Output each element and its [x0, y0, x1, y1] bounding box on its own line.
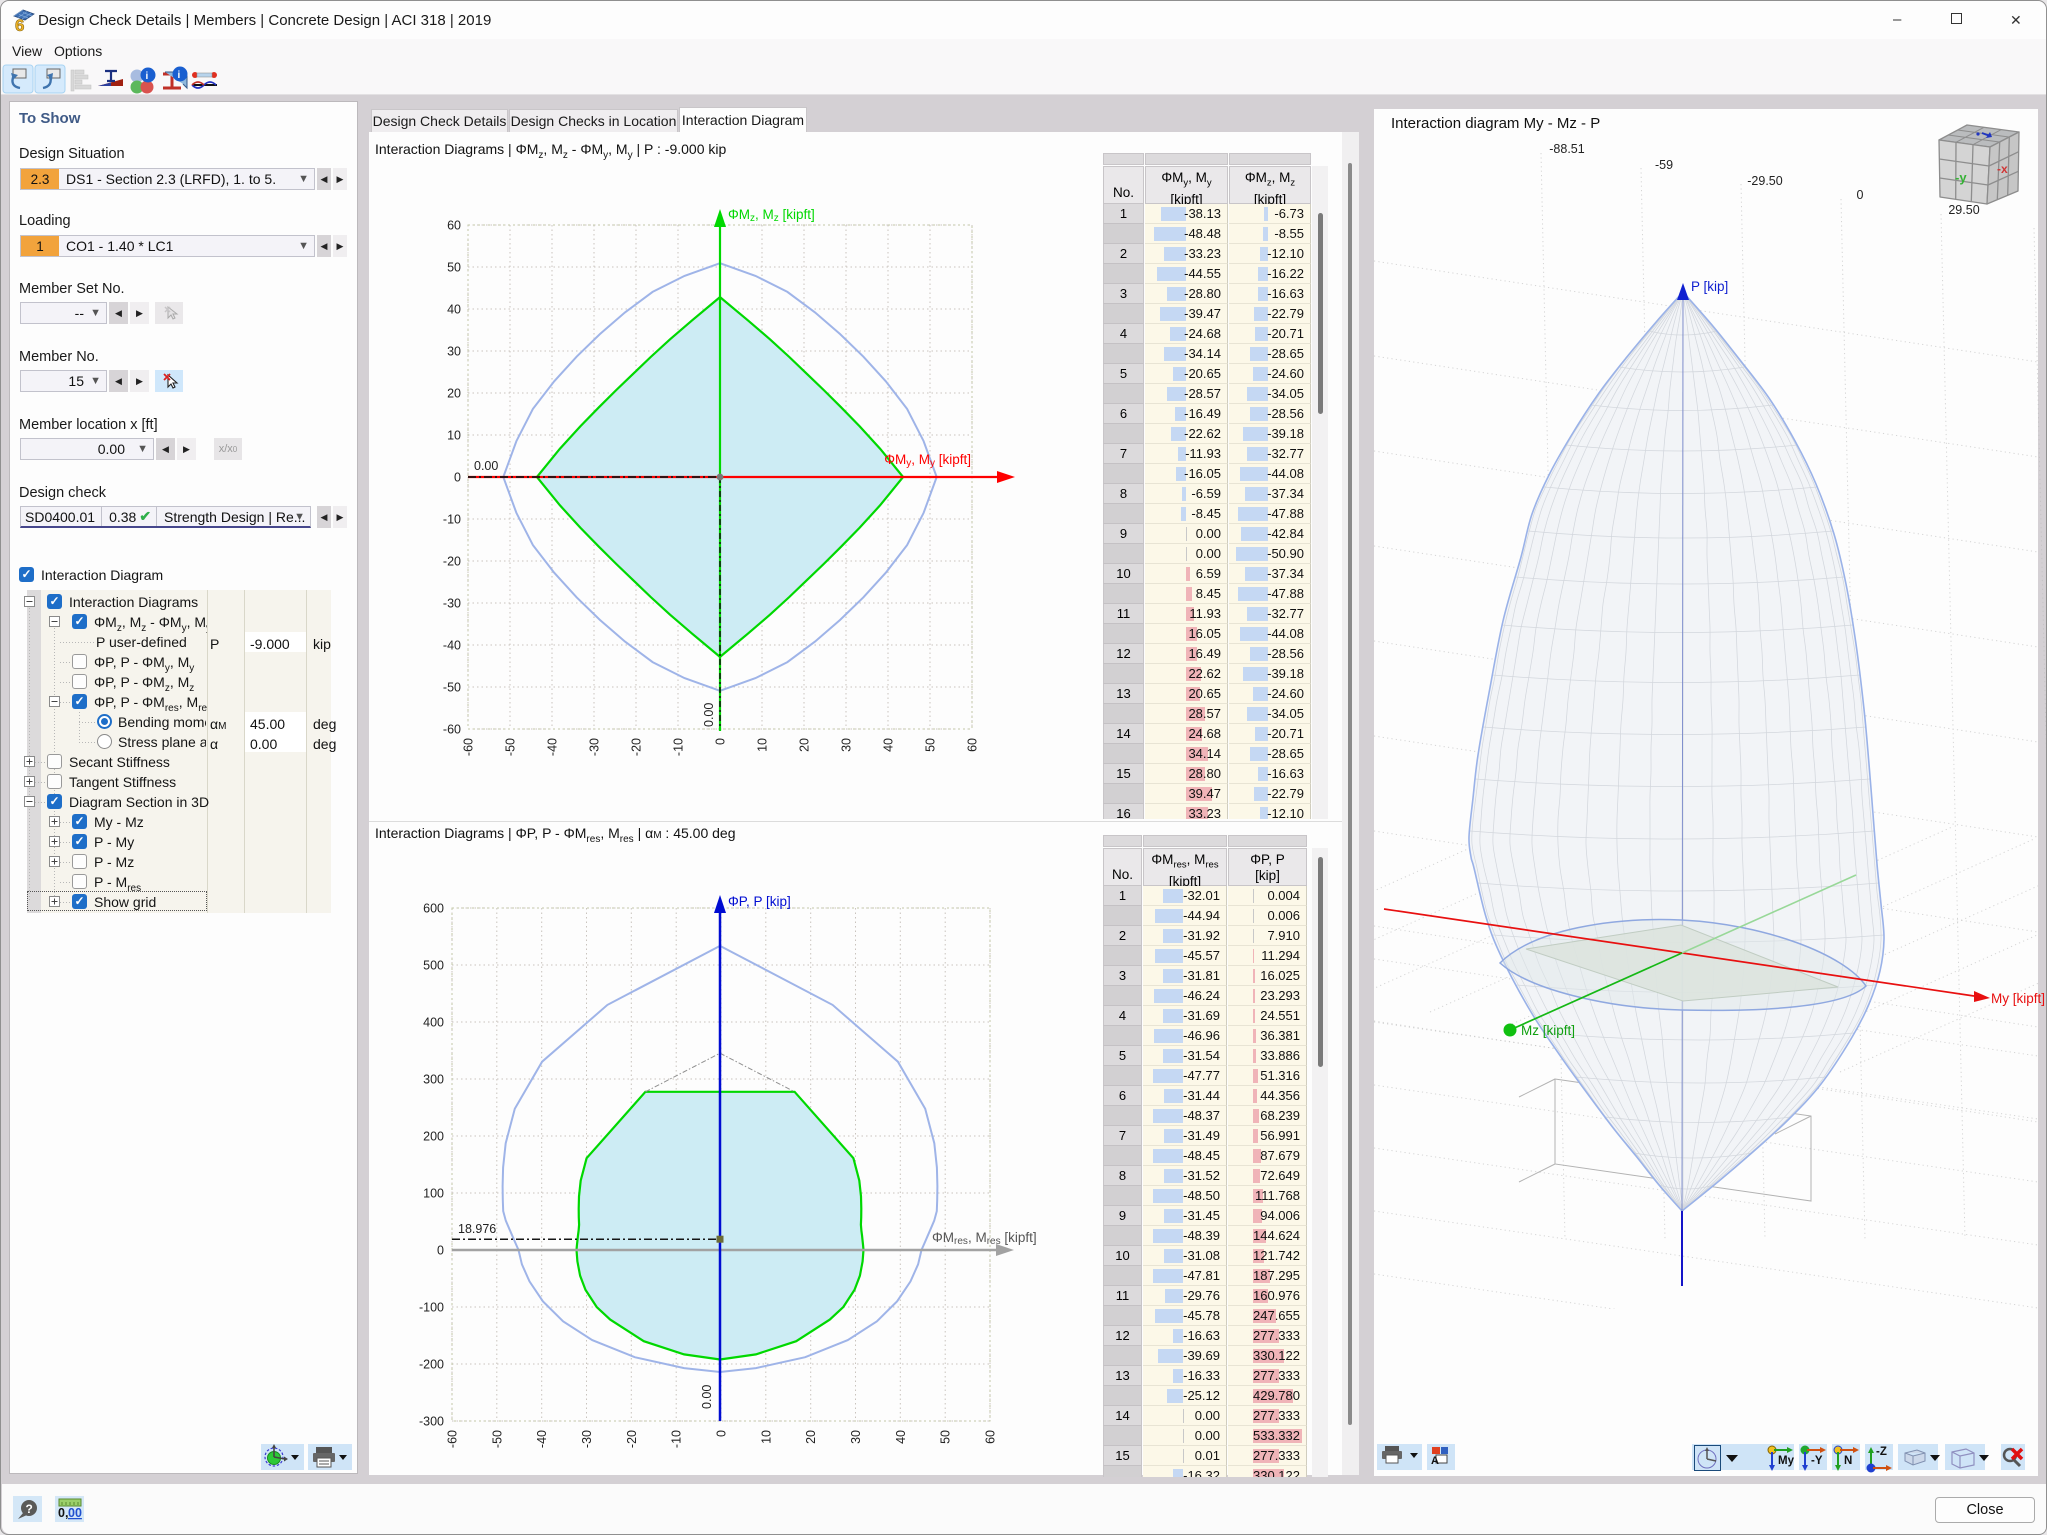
svg-text:0.00: 0.00	[702, 703, 716, 727]
svg-text:-20: -20	[625, 1430, 639, 1448]
svg-text:N: N	[1844, 1455, 1852, 1467]
svg-text:-88.51: -88.51	[1549, 142, 1584, 156]
svg-text:500: 500	[423, 959, 444, 973]
svg-text:400: 400	[423, 1016, 444, 1030]
svg-text:40: 40	[447, 303, 461, 317]
svg-text:A: A	[1431, 1455, 1439, 1467]
svg-text:0: 0	[715, 1430, 729, 1437]
svg-text:50: 50	[924, 738, 938, 752]
svg-text:0: 0	[1857, 188, 1864, 202]
svg-text:100: 100	[423, 1187, 444, 1201]
svg-text:-10: -10	[672, 738, 686, 756]
svg-text:20: 20	[804, 1430, 818, 1444]
svg-text:-Z: -Z	[1876, 1446, 1887, 1458]
svg-text:18.976: 18.976	[458, 1222, 496, 1236]
svg-text:6: 6	[15, 16, 24, 35]
svg-text:60: 60	[984, 1430, 998, 1444]
svg-text:50: 50	[447, 261, 461, 275]
svg-text:0: 0	[714, 738, 728, 745]
svg-text:i: i	[178, 70, 181, 81]
svg-text:-30: -30	[443, 597, 461, 611]
svg-text:-60: -60	[446, 1430, 460, 1448]
svg-text:-59: -59	[1655, 158, 1673, 172]
svg-text:600: 600	[423, 902, 444, 916]
svg-text:20: 20	[447, 387, 461, 401]
svg-text:-20: -20	[630, 738, 644, 756]
svg-text:?: ?	[26, 1502, 33, 1516]
svg-text:10: 10	[756, 738, 770, 752]
svg-text:P [kip]: P [kip]	[1691, 279, 1728, 294]
svg-text:40: 40	[894, 1430, 908, 1444]
svg-text:-50: -50	[490, 1430, 504, 1448]
svg-text:Mz [kipft]: Mz [kipft]	[1521, 1023, 1575, 1038]
svg-text:30: 30	[840, 738, 854, 752]
svg-text:0.00: 0.00	[700, 1385, 714, 1409]
svg-text:0: 0	[454, 471, 461, 485]
svg-text:-30: -30	[580, 1430, 594, 1448]
svg-text:30: 30	[849, 1430, 863, 1444]
svg-text:-30: -30	[588, 738, 602, 756]
svg-text:10: 10	[447, 429, 461, 443]
svg-text:-300: -300	[419, 1415, 444, 1429]
svg-text:50: 50	[939, 1430, 953, 1444]
svg-text:-x: -x	[1997, 162, 2008, 176]
svg-text:ΦMz, Mz [kipft]: ΦMz, Mz [kipft]	[728, 207, 815, 224]
svg-text:-Y: -Y	[1811, 1455, 1823, 1467]
svg-text:i: i	[146, 71, 149, 82]
svg-text:00: 00	[68, 1506, 82, 1520]
svg-text:-40: -40	[546, 738, 560, 756]
svg-text:60: 60	[447, 219, 461, 233]
svg-text:29.50: 29.50	[1948, 203, 1979, 217]
svg-text:-100: -100	[419, 1301, 444, 1315]
svg-text:20: 20	[798, 738, 812, 752]
svg-text:-50: -50	[443, 681, 461, 695]
svg-text:ΦMy, My [kipft]: ΦMy, My [kipft]	[884, 452, 971, 469]
svg-text:-40: -40	[443, 639, 461, 653]
svg-text:My: My	[1778, 1455, 1795, 1467]
svg-text:-60: -60	[443, 723, 461, 737]
svg-text:60: 60	[966, 738, 980, 752]
svg-text:-40: -40	[535, 1430, 549, 1448]
svg-text:-50: -50	[504, 738, 518, 756]
svg-text:-29.50: -29.50	[1747, 174, 1782, 188]
svg-text:-200: -200	[419, 1358, 444, 1372]
svg-text:300: 300	[423, 1073, 444, 1087]
svg-text:200: 200	[423, 1130, 444, 1144]
svg-text:-y: -y	[1955, 170, 1967, 185]
svg-text:0,: 0,	[58, 1506, 68, 1520]
svg-text:30: 30	[447, 345, 461, 359]
svg-text:40: 40	[882, 738, 896, 752]
svg-text:-20: -20	[443, 555, 461, 569]
svg-text:-10: -10	[443, 513, 461, 527]
svg-text:My [kipft]: My [kipft]	[1991, 991, 2045, 1006]
svg-text:0.00: 0.00	[474, 459, 498, 473]
svg-text:-10: -10	[670, 1430, 684, 1448]
svg-text:-60: -60	[462, 738, 476, 756]
svg-text:ΦMres, Mres [kipft]: ΦMres, Mres [kipft]	[932, 1230, 1037, 1247]
svg-text:10: 10	[759, 1430, 773, 1444]
svg-text:ΦP, P [kip]: ΦP, P [kip]	[728, 894, 791, 909]
svg-text:0: 0	[437, 1244, 444, 1258]
